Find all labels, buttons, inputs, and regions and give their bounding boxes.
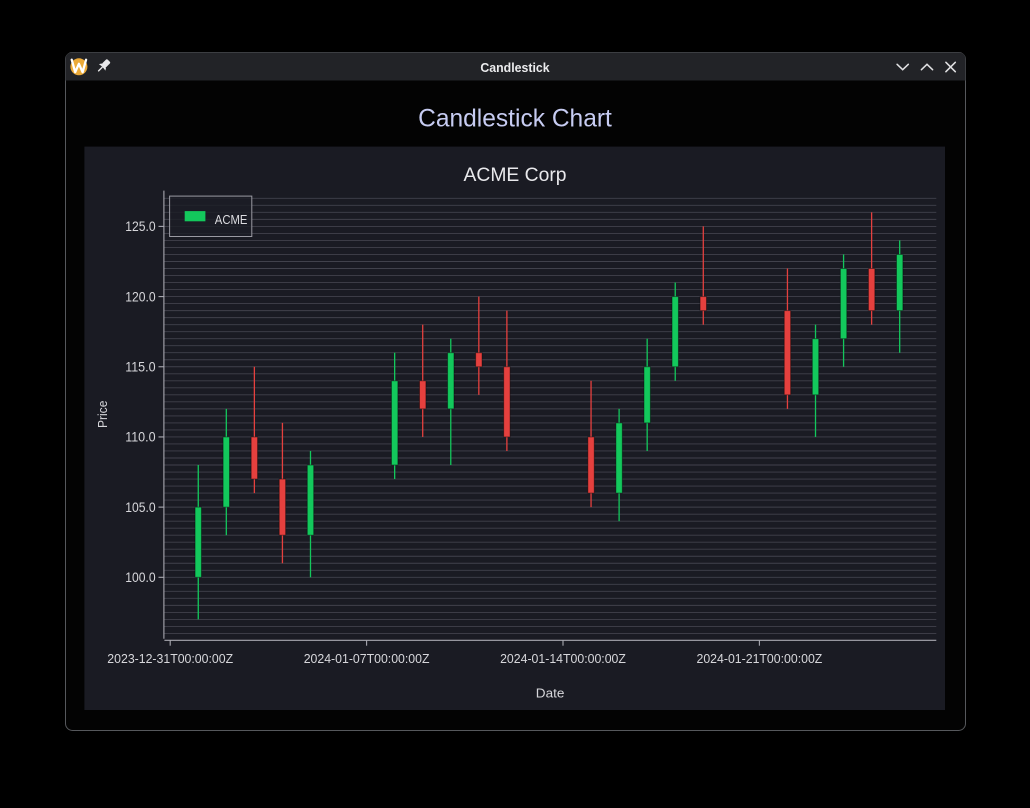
svg-text:Price: Price xyxy=(95,401,110,428)
svg-text:125.0: 125.0 xyxy=(125,219,155,234)
svg-text:120.0: 120.0 xyxy=(125,289,155,304)
svg-text:110.0: 110.0 xyxy=(125,430,155,445)
svg-text:2024-01-14T00:00:00Z: 2024-01-14T00:00:00Z xyxy=(500,651,626,666)
svg-text:2023-12-31T00:00:00Z: 2023-12-31T00:00:00Z xyxy=(107,651,233,666)
svg-text:105.0: 105.0 xyxy=(125,500,155,515)
svg-text:115.0: 115.0 xyxy=(125,359,155,374)
svg-text:Date: Date xyxy=(536,686,565,701)
svg-text:Candlestick: Candlestick xyxy=(480,60,550,75)
svg-text:100.0: 100.0 xyxy=(125,570,155,585)
svg-text:2024-01-21T00:00:00Z: 2024-01-21T00:00:00Z xyxy=(697,651,823,666)
svg-text:2024-01-07T00:00:00Z: 2024-01-07T00:00:00Z xyxy=(304,651,430,666)
svg-text:ACME: ACME xyxy=(215,212,248,227)
svg-text:ACME Corp: ACME Corp xyxy=(464,164,567,186)
svg-text:Candlestick Chart: Candlestick Chart xyxy=(418,105,612,133)
